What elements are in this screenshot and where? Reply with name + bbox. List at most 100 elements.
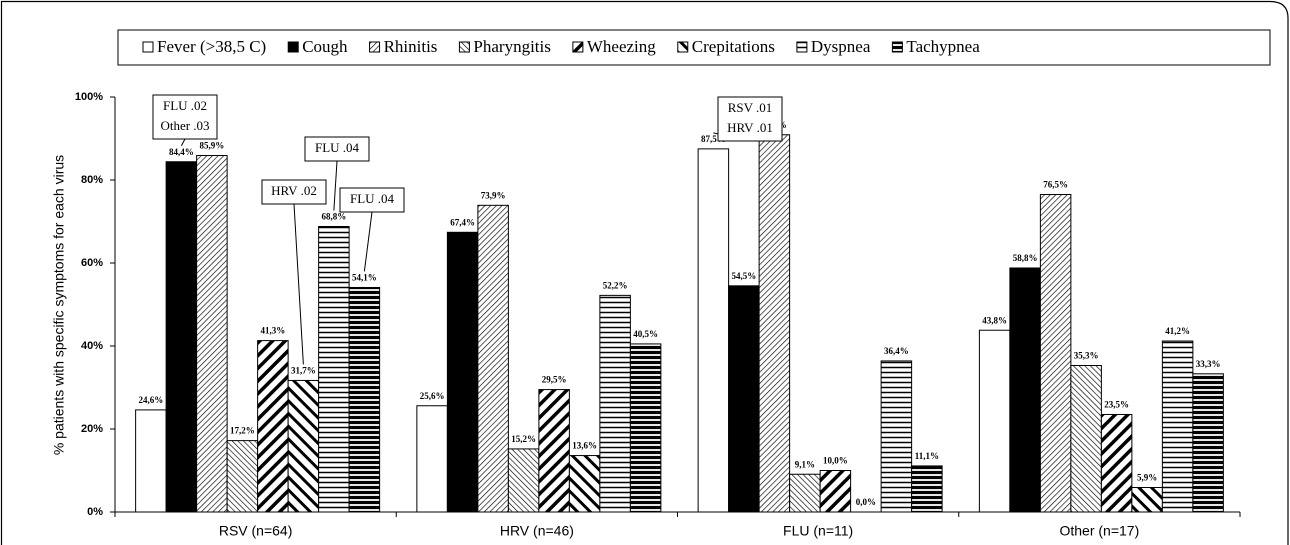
annotation-box: [717, 96, 783, 142]
value-label: 68,8%: [322, 212, 347, 222]
value-label: 31,7%: [291, 366, 316, 376]
bar: [911, 465, 943, 513]
value-label: 25,6%: [420, 391, 445, 401]
annotation-leader: [293, 203, 304, 365]
legend-swatch: [572, 41, 584, 53]
y-axis-label: % patients with specific symptoms for ea…: [51, 155, 67, 455]
value-label: 40,5%: [633, 329, 658, 339]
value-label: 35,3%: [1074, 351, 1099, 361]
bar: [1100, 413, 1133, 513]
value-label: 84,4%: [169, 147, 194, 157]
bar: [348, 286, 381, 513]
bar: [1009, 267, 1041, 513]
bar: [507, 448, 540, 513]
bar: [1070, 365, 1102, 513]
legend-label: Dyspnea: [811, 37, 871, 56]
x-tick-label: HRV (n=46): [500, 523, 574, 539]
value-label: 11,1%: [915, 451, 939, 461]
value-label: 41,3%: [261, 326, 286, 336]
bar: [1039, 194, 1072, 513]
bar: [978, 329, 1011, 513]
value-label: 54,1%: [352, 273, 377, 283]
bar: [257, 340, 289, 513]
value-label: 0,0%: [856, 497, 876, 507]
value-label: 87,5%: [701, 134, 726, 144]
x-tick-label: FLU (n=11): [783, 523, 853, 539]
y-tick-label: 60%: [81, 257, 103, 269]
bar: [226, 440, 259, 513]
legend: [117, 29, 1271, 66]
legend-label: Rhinitis: [384, 37, 438, 56]
legend-swatch: [142, 41, 154, 53]
bar: [880, 360, 913, 513]
annotation-box: [339, 187, 405, 213]
value-label: 29,5%: [542, 375, 567, 385]
legend-swatch: [677, 41, 689, 53]
annotation-box: [152, 94, 218, 140]
value-label: 76,5%: [1043, 180, 1068, 190]
value-label: 10,0%: [823, 456, 848, 466]
annotation-text: RSV .01: [728, 100, 773, 115]
annotation-text: FLU .04: [350, 191, 395, 206]
legend-swatch: [796, 41, 808, 53]
legend-swatch: [458, 41, 470, 53]
bar: [758, 134, 791, 513]
y-tick-label: 80%: [81, 174, 103, 186]
annotation-text: HRV .02: [271, 183, 317, 198]
value-label: 41,2%: [1165, 326, 1190, 336]
value-label: 58,8%: [1013, 253, 1038, 263]
value-label: 9,1%: [795, 459, 815, 469]
bar: [477, 204, 509, 513]
bar: [728, 285, 760, 513]
bar: [819, 470, 852, 513]
bar: [629, 343, 662, 513]
bar: [287, 379, 320, 513]
annotation-text: FLU .04: [315, 140, 360, 155]
value-label: 36,4%: [884, 346, 909, 356]
y-tick-label: 100%: [75, 91, 103, 103]
value-label: 13,6%: [572, 441, 597, 451]
value-label: 5,9%: [1137, 473, 1157, 483]
annotation-text: HRV .01: [727, 120, 773, 135]
value-label: 17,2%: [230, 426, 255, 436]
x-tick-label: RSV (n=64): [219, 523, 293, 539]
legend-swatch: [891, 41, 903, 53]
annotation-leader: [363, 211, 373, 272]
bar: [416, 405, 448, 513]
bar: [538, 389, 570, 513]
x-tick-label: Other (n=17): [1059, 523, 1139, 539]
legend-label: Tachypnea: [906, 37, 980, 56]
bar: [568, 455, 601, 513]
annotation-leader: [333, 160, 338, 211]
bar: [318, 225, 350, 513]
legend-label: Fever (>38,5 C): [157, 37, 266, 56]
annotation-text: FLU .02: [163, 98, 207, 113]
bar: [1192, 373, 1224, 513]
bar: [599, 294, 631, 513]
value-label: 24,6%: [139, 395, 164, 405]
value-label: 54,5%: [732, 271, 757, 281]
legend-label: Pharyngitis: [473, 37, 550, 56]
legend-label: Crepitations: [692, 37, 775, 56]
legend-label: Cough: [302, 37, 348, 56]
bar: [789, 473, 821, 513]
legend-swatch: [369, 41, 381, 53]
y-tick-label: 20%: [81, 423, 103, 435]
value-label: 73,9%: [481, 190, 506, 200]
annotation-leader: [180, 138, 186, 146]
bar: [196, 155, 228, 513]
y-tick-label: 40%: [81, 340, 103, 352]
value-label: 15,2%: [511, 434, 536, 444]
value-label: 52,2%: [603, 280, 628, 290]
bar: [1161, 340, 1194, 513]
bar: [697, 148, 730, 513]
annotation-box: [304, 136, 370, 162]
y-tick-label: 0%: [87, 506, 103, 518]
annotation-text: Other .03: [160, 118, 209, 133]
bar: [135, 409, 167, 513]
annotation-box: [261, 179, 327, 205]
value-label: 85,9%: [200, 141, 225, 151]
